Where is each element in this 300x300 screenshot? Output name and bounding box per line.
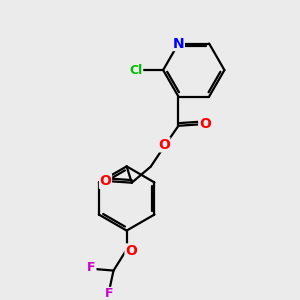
Text: O: O	[199, 117, 211, 131]
Text: O: O	[100, 174, 111, 188]
Text: Cl: Cl	[129, 64, 142, 76]
Text: F: F	[105, 287, 113, 300]
Text: O: O	[125, 244, 137, 258]
Text: N: N	[172, 37, 184, 50]
Text: F: F	[87, 261, 96, 274]
Text: O: O	[158, 138, 170, 152]
